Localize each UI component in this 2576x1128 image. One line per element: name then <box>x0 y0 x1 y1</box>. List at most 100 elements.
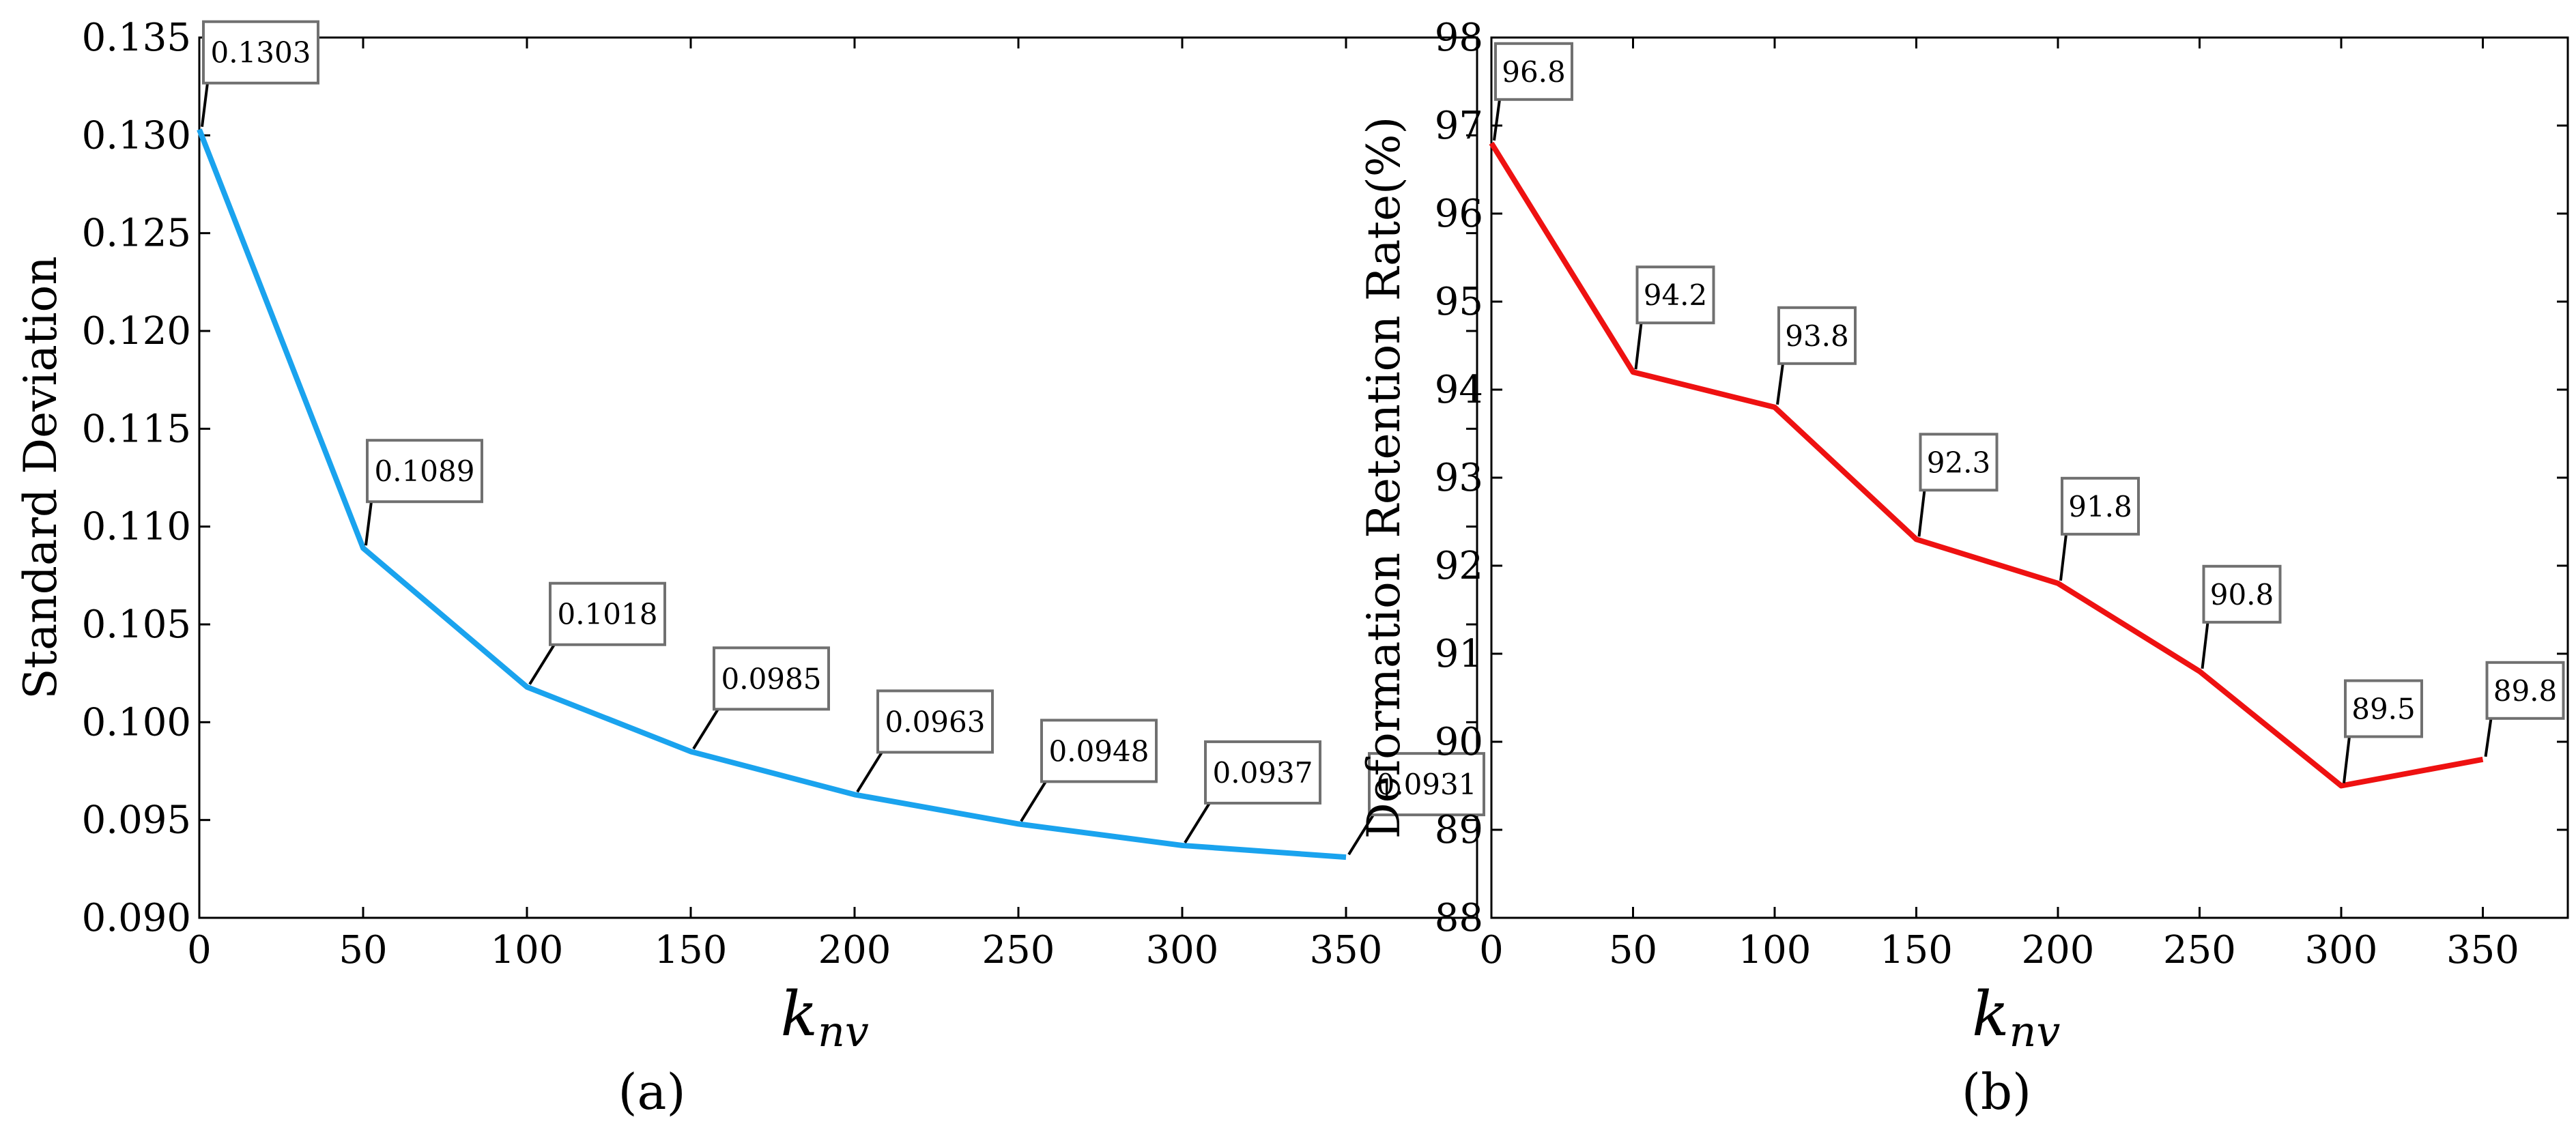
x-tick-label: 150 <box>655 928 728 972</box>
y-tick-label: 0.115 <box>82 407 191 451</box>
data-label: 0.0937 <box>1213 756 1313 790</box>
x-tick-label: 100 <box>491 928 564 972</box>
y-tick-label: 90 <box>1435 720 1483 764</box>
annotation-leader <box>856 751 883 793</box>
y-tick-label: 98 <box>1435 16 1483 60</box>
x-axis-label: k <box>1972 979 2009 1050</box>
y-tick-label: 89 <box>1435 808 1483 852</box>
y-tick-label: 0.105 <box>82 603 191 647</box>
annotation-leader <box>1776 363 1784 405</box>
y-tick-label: 0.090 <box>82 896 191 940</box>
annotation-leader <box>692 708 719 750</box>
data-label: 0.0963 <box>885 705 986 738</box>
x-tick-label: 300 <box>1146 928 1219 972</box>
y-tick-label: 0.095 <box>82 798 191 843</box>
annotation-box <box>1040 719 1158 783</box>
annotation-box <box>2485 661 2565 720</box>
y-tick-label: 0.110 <box>82 505 191 549</box>
x-tick-label: 350 <box>2446 928 2519 972</box>
x-tick-label: 300 <box>2305 928 2378 972</box>
annotation-box <box>1777 306 1857 365</box>
annotation-leader <box>1020 781 1047 822</box>
data-label: 0.0985 <box>721 662 822 695</box>
x-tick-label: 0 <box>1479 928 1504 972</box>
x-tick-label: 200 <box>818 928 891 972</box>
x-tick-label: 50 <box>1609 928 1657 972</box>
x-axis-label-subscript: nv <box>818 1007 869 1056</box>
y-tick-label: 94 <box>1435 368 1483 412</box>
x-axis-label: k <box>780 979 818 1050</box>
data-label: 92.3 <box>1927 446 1991 479</box>
y-tick-label: 0.100 <box>82 700 191 744</box>
annotation-box <box>366 439 483 504</box>
y-tick-label: 0.130 <box>82 113 191 158</box>
annotation-leader <box>2201 622 2209 669</box>
data-label: 94.2 <box>1644 278 1708 312</box>
annotation-box <box>1635 265 1715 325</box>
y-tick-label: 91 <box>1435 632 1483 676</box>
x-tick-label: 250 <box>982 928 1055 972</box>
x-tick-label: 250 <box>2163 928 2236 972</box>
annotation-box <box>1368 752 1485 817</box>
y-tick-label: 96 <box>1435 192 1483 236</box>
annotation-leader <box>1347 814 1375 856</box>
y-tick-label: 0.125 <box>82 212 191 256</box>
data-label: 96.8 <box>1502 55 1566 89</box>
annotation-leader <box>1634 322 1643 370</box>
annotation-box <box>876 689 994 754</box>
series-line <box>197 128 1347 861</box>
y-axis-label: Deformation Retention Rate(%) <box>1358 117 1410 839</box>
data-label: 89.5 <box>2351 693 2416 726</box>
series-line <box>1489 141 2484 789</box>
y-tick-label: 95 <box>1435 280 1483 324</box>
annotation-box <box>1204 740 1321 805</box>
y-tick-label: 97 <box>1435 104 1483 148</box>
y-tick-label: 0.120 <box>82 309 191 353</box>
annotation-leader <box>2484 718 2493 757</box>
annotation-box <box>1494 42 1573 101</box>
chart-panel-a: 0.090 0.095 0.100 0.105 0.110 0.115 0.120 0.125… <box>14 16 1485 1120</box>
plot-frame <box>198 36 1478 919</box>
x-tick-label: 100 <box>1738 928 1812 972</box>
panel-caption: (b) <box>1962 1063 2031 1120</box>
y-axis-label: Standard Deviation <box>14 256 67 699</box>
x-tick-label: 0 <box>187 928 212 972</box>
x-tick-label: 150 <box>1880 928 1953 972</box>
y-tick-label: 88 <box>1435 896 1483 940</box>
annotation-box <box>2061 476 2140 536</box>
annotation-box <box>2202 564 2282 624</box>
data-label: 0.1089 <box>375 454 475 488</box>
panel-caption: (a) <box>618 1063 685 1120</box>
chart-panel-b: 88 89 90 91 92 93 94 95 96 97 98 0 50 100 150 200 250 300… <box>1358 16 2569 1120</box>
y-tick-label: 0.135 <box>82 16 191 60</box>
annotation-leader <box>1917 490 1926 537</box>
x-tick-label: 50 <box>339 928 387 972</box>
annotation-leader <box>364 501 373 546</box>
data-label: 89.8 <box>2493 674 2558 708</box>
data-label: 0.1303 <box>211 36 311 70</box>
annotation-leader <box>2343 736 2351 783</box>
x-tick-label: 350 <box>1310 928 1383 972</box>
data-label: 0.1018 <box>558 598 658 631</box>
annotation-leader <box>1184 802 1211 843</box>
data-label: 90.8 <box>2210 578 2274 611</box>
annotation-box <box>713 646 830 711</box>
annotation-box <box>2344 679 2423 738</box>
annotation-leader <box>528 643 556 685</box>
plot-frame <box>1490 36 2569 919</box>
y-tick-label: 93 <box>1435 456 1483 500</box>
annotation-leader <box>2059 534 2067 581</box>
annotation-box <box>549 581 666 646</box>
annotation-leader <box>1493 99 1501 141</box>
annotation-box <box>1919 433 1999 492</box>
annotation-leader <box>201 83 209 127</box>
data-label: 93.8 <box>1785 319 1849 353</box>
y-tick-label: 92 <box>1435 544 1483 588</box>
annotation-box <box>202 20 319 85</box>
data-label: 0.0931 <box>1377 768 1477 801</box>
data-label: 0.0948 <box>1049 734 1149 768</box>
x-axis-label-subscript: nv <box>2009 1007 2061 1056</box>
x-tick-label: 200 <box>2022 928 2095 972</box>
data-label: 91.8 <box>2068 490 2132 523</box>
